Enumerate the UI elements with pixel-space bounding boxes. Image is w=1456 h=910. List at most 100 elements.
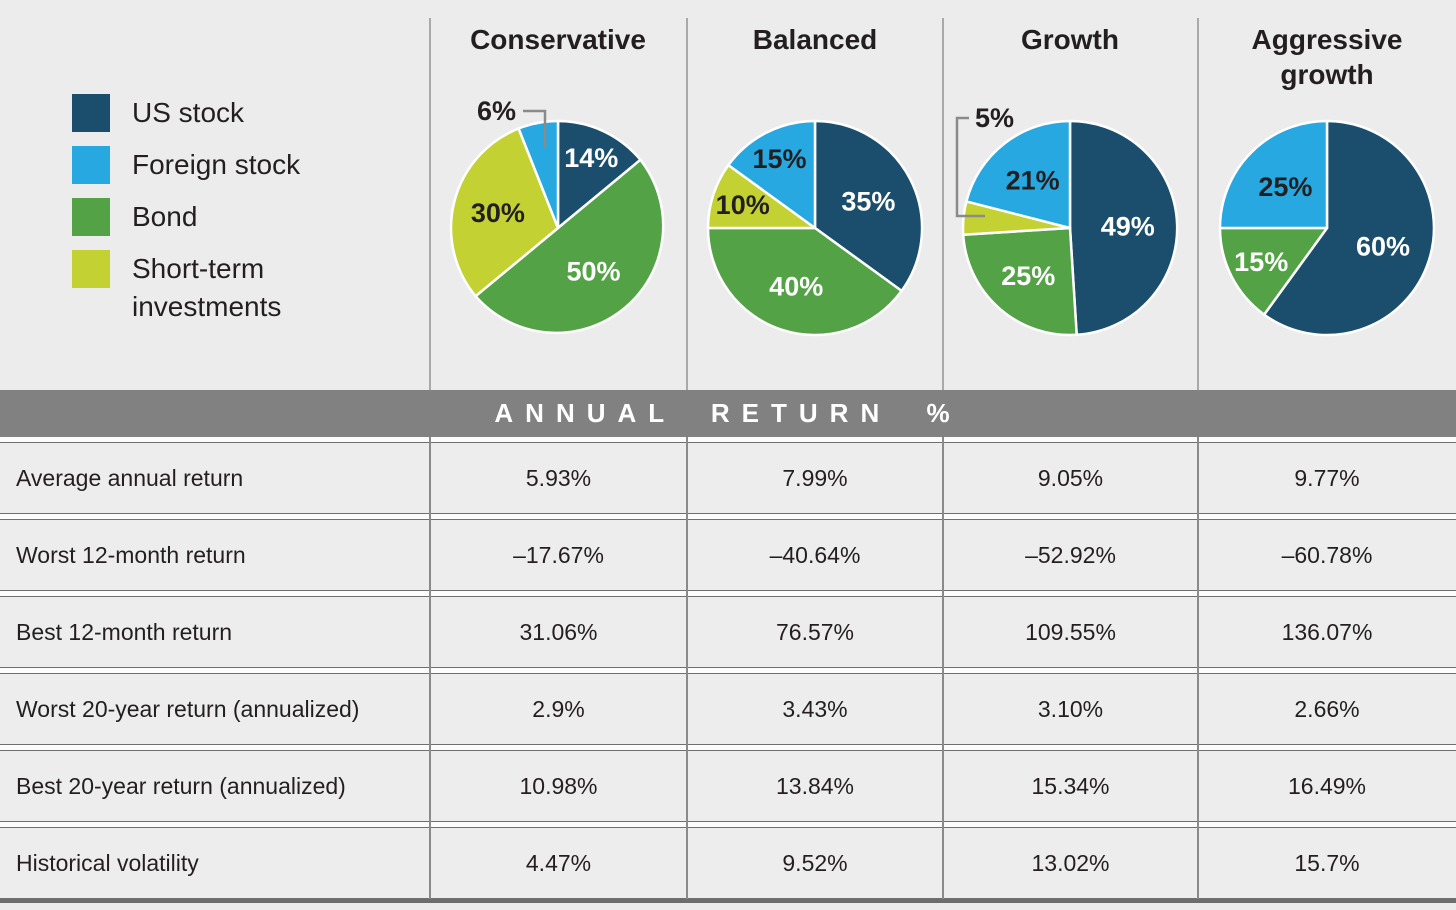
column-divider bbox=[429, 18, 431, 390]
pie-chart-growth: 49% 25% 5% 21% bbox=[955, 103, 1179, 337]
value-cell: 109.55% bbox=[1025, 618, 1116, 645]
row-label: Historical volatility bbox=[16, 849, 199, 876]
legend-item: Bond bbox=[72, 198, 367, 236]
table-row: Best 12-month return 31.06% 76.57% 109.55% 1… bbox=[0, 596, 1456, 668]
callout-line bbox=[955, 116, 985, 218]
value-cell: 136.07% bbox=[1281, 618, 1373, 645]
pie-slice-label: 6% bbox=[477, 96, 516, 126]
value-cell: 9.77% bbox=[1294, 464, 1360, 491]
value-cell: 15.34% bbox=[1031, 772, 1110, 799]
legend-label: Bond bbox=[132, 201, 198, 232]
pie-slice-label: 21% bbox=[1006, 165, 1060, 195]
value-cell: –52.92% bbox=[1025, 541, 1116, 568]
value-cell: 5.93% bbox=[525, 464, 592, 491]
table-row: Average annual return 5.93% 7.99% 9.05% 9.77… bbox=[0, 442, 1456, 514]
pie-title: Balanced bbox=[752, 24, 878, 55]
column-divider bbox=[1197, 437, 1199, 899]
pie-slice-us-stock bbox=[556, 119, 642, 230]
row-label: Best 12-month return bbox=[16, 618, 233, 645]
pie-slice-us-stock bbox=[1068, 119, 1179, 337]
value-cell: 31.06% bbox=[519, 618, 598, 645]
legend-swatch-us-stock bbox=[72, 94, 110, 132]
legend-label: Short-term investments bbox=[132, 253, 282, 322]
pie-slice-foreign-stock bbox=[965, 119, 1072, 230]
pie-slice-label: 50% bbox=[566, 256, 620, 286]
legend-swatch-bond bbox=[72, 198, 110, 236]
value-cell: –40.64% bbox=[769, 541, 861, 568]
pie-slice-label: 30% bbox=[471, 198, 525, 228]
value-cell: –60.78% bbox=[1281, 541, 1373, 568]
pie-slice-bond bbox=[706, 226, 903, 337]
legend-label: US stock bbox=[132, 97, 245, 128]
value-cell: 9.52% bbox=[782, 849, 848, 876]
legend-label: Foreign stock bbox=[132, 149, 301, 180]
table-row: Best 20-year return (annualized) 10.98% 13… bbox=[0, 750, 1456, 822]
pie-slice-bond bbox=[474, 158, 665, 335]
value-cell: 4.47% bbox=[525, 849, 592, 876]
pie-title: Conservative bbox=[470, 24, 646, 55]
pie-slice-label: 60% bbox=[1356, 232, 1410, 262]
pie-slice-label: 15% bbox=[752, 144, 806, 174]
legend-swatch-foreign-stock bbox=[72, 146, 110, 184]
value-cell: 10.98% bbox=[519, 772, 598, 799]
column-divider bbox=[429, 437, 431, 899]
pie-slice-label: 49% bbox=[1101, 212, 1155, 242]
bottom-border bbox=[0, 899, 1456, 903]
pie-slice-foreign-stock bbox=[517, 119, 560, 230]
pie-slice-label: 10% bbox=[716, 190, 770, 220]
pie-slice-us-stock bbox=[1262, 119, 1436, 337]
legend-swatch-short-term bbox=[72, 250, 110, 288]
column-divider bbox=[686, 18, 688, 390]
column-divider bbox=[1197, 18, 1199, 390]
row-label: Best 20-year return (annualized) bbox=[16, 772, 346, 799]
value-cell: 13.84% bbox=[775, 772, 854, 799]
value-cell: 9.05% bbox=[1037, 464, 1104, 491]
pie-slice-label: 5% bbox=[975, 103, 1014, 133]
pie-slice-label: 15% bbox=[1234, 247, 1288, 277]
legend-item: Foreign stock bbox=[72, 146, 367, 184]
pie-slice-bond bbox=[961, 226, 1078, 337]
value-cell: 13.02% bbox=[1031, 849, 1110, 876]
legend-item: Short-term investments bbox=[72, 250, 367, 326]
table-row: Worst 12-month return –17.67% –40.64% –52.9… bbox=[0, 519, 1456, 591]
column-divider bbox=[686, 437, 688, 899]
pie-slice-label: 14% bbox=[564, 143, 618, 173]
pie-chart-aggressive-growth: 60% 15% 25% bbox=[1218, 119, 1436, 337]
row-label: Worst 12-month return bbox=[16, 541, 246, 568]
table-row: Worst 20-year return (annualized) 2.9% 3.4… bbox=[0, 673, 1456, 745]
value-cell: 15.7% bbox=[1294, 849, 1360, 876]
pie-slice-short-term bbox=[449, 127, 560, 298]
pie-slice-label: 25% bbox=[1001, 261, 1055, 291]
pie-chart-balanced: 35% 40% 10% 15% bbox=[706, 119, 924, 337]
value-cell: 7.99% bbox=[782, 464, 848, 491]
table-row: Historical volatility 4.47% 9.52% 13.02% 15.… bbox=[0, 827, 1456, 899]
row-label: Worst 20-year return (annualized) bbox=[16, 695, 360, 722]
value-cell: 2.9% bbox=[532, 695, 585, 722]
pie-chart-conservative: 14% 50% 30% 6% bbox=[449, 96, 665, 335]
column-divider bbox=[942, 18, 944, 390]
value-cell: 3.43% bbox=[782, 695, 848, 722]
pie-slice-label: 35% bbox=[841, 186, 895, 216]
pie-slice-bond bbox=[1218, 226, 1329, 316]
pie-slice-foreign-stock bbox=[727, 119, 817, 230]
value-cell: 16.49% bbox=[1287, 772, 1366, 799]
asset-legend: US stock Foreign stock Bond Short-term inve… bbox=[72, 94, 367, 340]
annual-return-banner: ANNUAL RETURN % bbox=[0, 390, 1456, 437]
returns-table: Average annual return 5.93% 7.99% 9.05% 9.77… bbox=[0, 437, 1456, 899]
pie-slice-label: 40% bbox=[769, 272, 823, 302]
value-cell: 76.57% bbox=[775, 618, 854, 645]
legend-item: US stock bbox=[72, 94, 367, 132]
value-cell: 3.10% bbox=[1037, 695, 1104, 722]
callout-line bbox=[523, 109, 547, 148]
pie-slice-us-stock bbox=[813, 119, 924, 293]
column-divider bbox=[942, 437, 944, 899]
row-label: Average annual return bbox=[16, 464, 244, 491]
pie-title: Aggressive growth bbox=[1251, 24, 1403, 90]
banner-title: ANNUAL RETURN % bbox=[494, 398, 962, 428]
pie-slice-foreign-stock bbox=[1218, 119, 1329, 230]
pie-slice-label: 25% bbox=[1258, 172, 1312, 202]
value-cell: 2.66% bbox=[1294, 695, 1360, 722]
value-cell: –17.67% bbox=[513, 541, 604, 568]
pie-title: Growth bbox=[1021, 24, 1119, 55]
